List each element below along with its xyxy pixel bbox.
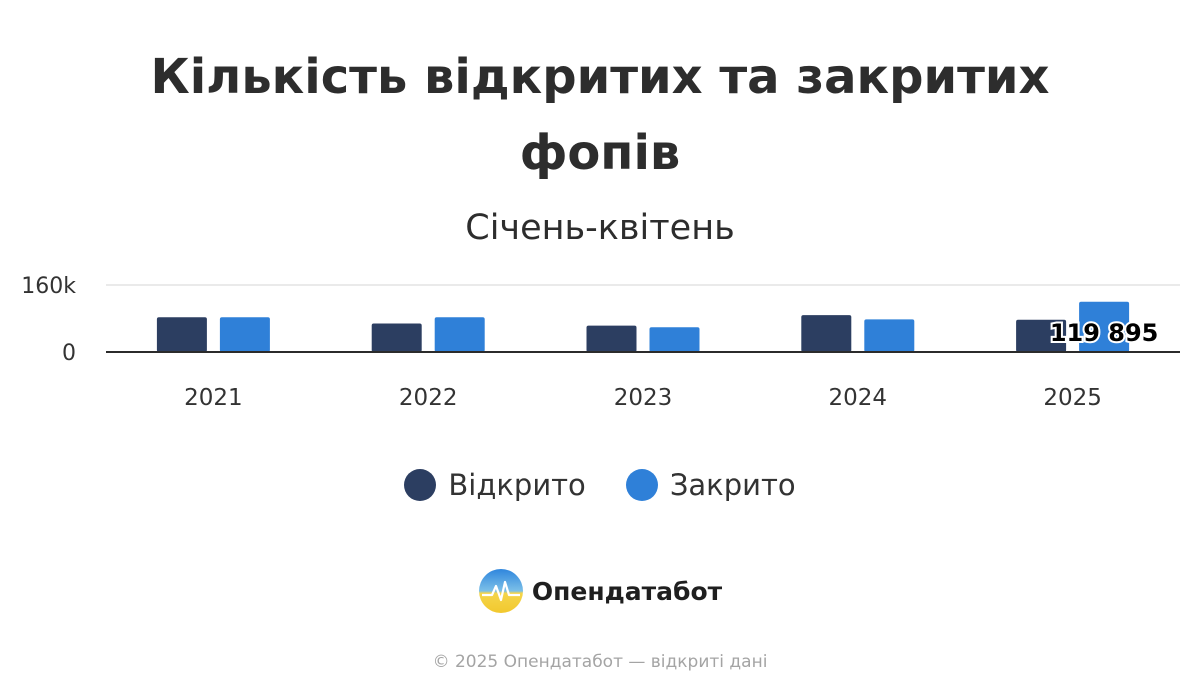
legend-label-closed: Закрито xyxy=(669,468,796,502)
bar-opened[interactable] xyxy=(156,317,207,352)
chart-title-line-2: фопів xyxy=(519,125,681,181)
bar-opened[interactable] xyxy=(1016,319,1067,352)
brand-name: Опендатабот xyxy=(531,576,723,606)
bar-chart: 0 160k 2021 2022 2023 2024 2025 119 895 xyxy=(21,274,1180,411)
bars-layer xyxy=(156,301,1130,352)
chart-subtitle: Січень-квітень xyxy=(465,208,735,248)
opendatabot-logo-icon xyxy=(478,569,523,613)
x-tick-label: 2021 xyxy=(184,385,243,411)
x-tick-label: 2025 xyxy=(1043,385,1102,411)
legend-dot-icon xyxy=(404,469,437,501)
x-tick-label: 2023 xyxy=(614,385,673,411)
labels-layer: 0 160k 2021 2022 2023 2024 2025 119 895 xyxy=(21,274,1160,411)
legend-item-opened[interactable]: Відкрито xyxy=(404,468,586,502)
bar-closed[interactable] xyxy=(649,327,700,352)
bar-opened[interactable] xyxy=(586,325,637,352)
x-tick-label: 2024 xyxy=(829,385,888,411)
bar-closed[interactable] xyxy=(434,317,485,352)
data-label: 119 895 xyxy=(1050,319,1159,347)
footer-copyright: © 2025 Опендатабот — відкриті дані xyxy=(432,652,768,672)
brand-logo-block: Опендатабот xyxy=(0,568,1200,614)
bar-closed[interactable] xyxy=(219,317,270,352)
legend-label-opened: Відкрито xyxy=(448,468,586,502)
bar-opened[interactable] xyxy=(371,323,422,352)
bar-opened[interactable] xyxy=(801,315,852,352)
chart-legend: Відкрито Закрито xyxy=(0,468,1200,502)
bar-closed[interactable] xyxy=(1079,301,1130,352)
legend-item-closed[interactable]: Закрито xyxy=(625,468,796,502)
bar-closed[interactable] xyxy=(864,319,915,352)
y-tick-label: 0 xyxy=(62,341,76,366)
chart-title-line-1: Кількість відкритих та закритих xyxy=(150,49,1050,105)
x-tick-label: 2022 xyxy=(399,385,458,411)
legend-dot-icon xyxy=(625,469,658,501)
y-tick-label: 160k xyxy=(21,274,76,299)
